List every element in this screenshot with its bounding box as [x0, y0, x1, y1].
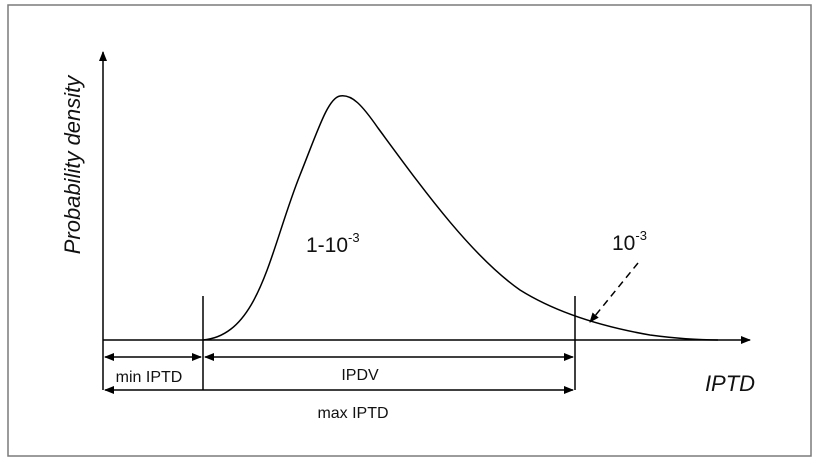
max-iptd-label: max IPTD — [317, 405, 388, 422]
tail-region-label: 10-3 — [612, 228, 647, 255]
min-iptd-label: min IPTD — [116, 369, 183, 386]
ipdv-label: IPDV — [341, 367, 379, 384]
diagram-frame — [7, 4, 812, 457]
tail-pointer-arrow — [589, 262, 639, 323]
y-axis-label: Probability density — [60, 74, 85, 255]
density-curve — [202, 95, 719, 341]
main-region-base: 1-10 — [306, 234, 348, 257]
main-region-label: 1-10-3 — [306, 230, 360, 257]
tail-region-base: 10 — [612, 232, 635, 255]
main-region-exponent: -3 — [348, 230, 360, 245]
x-axis-label: IPTD — [705, 371, 755, 396]
tail-region-exponent: -3 — [635, 228, 647, 243]
